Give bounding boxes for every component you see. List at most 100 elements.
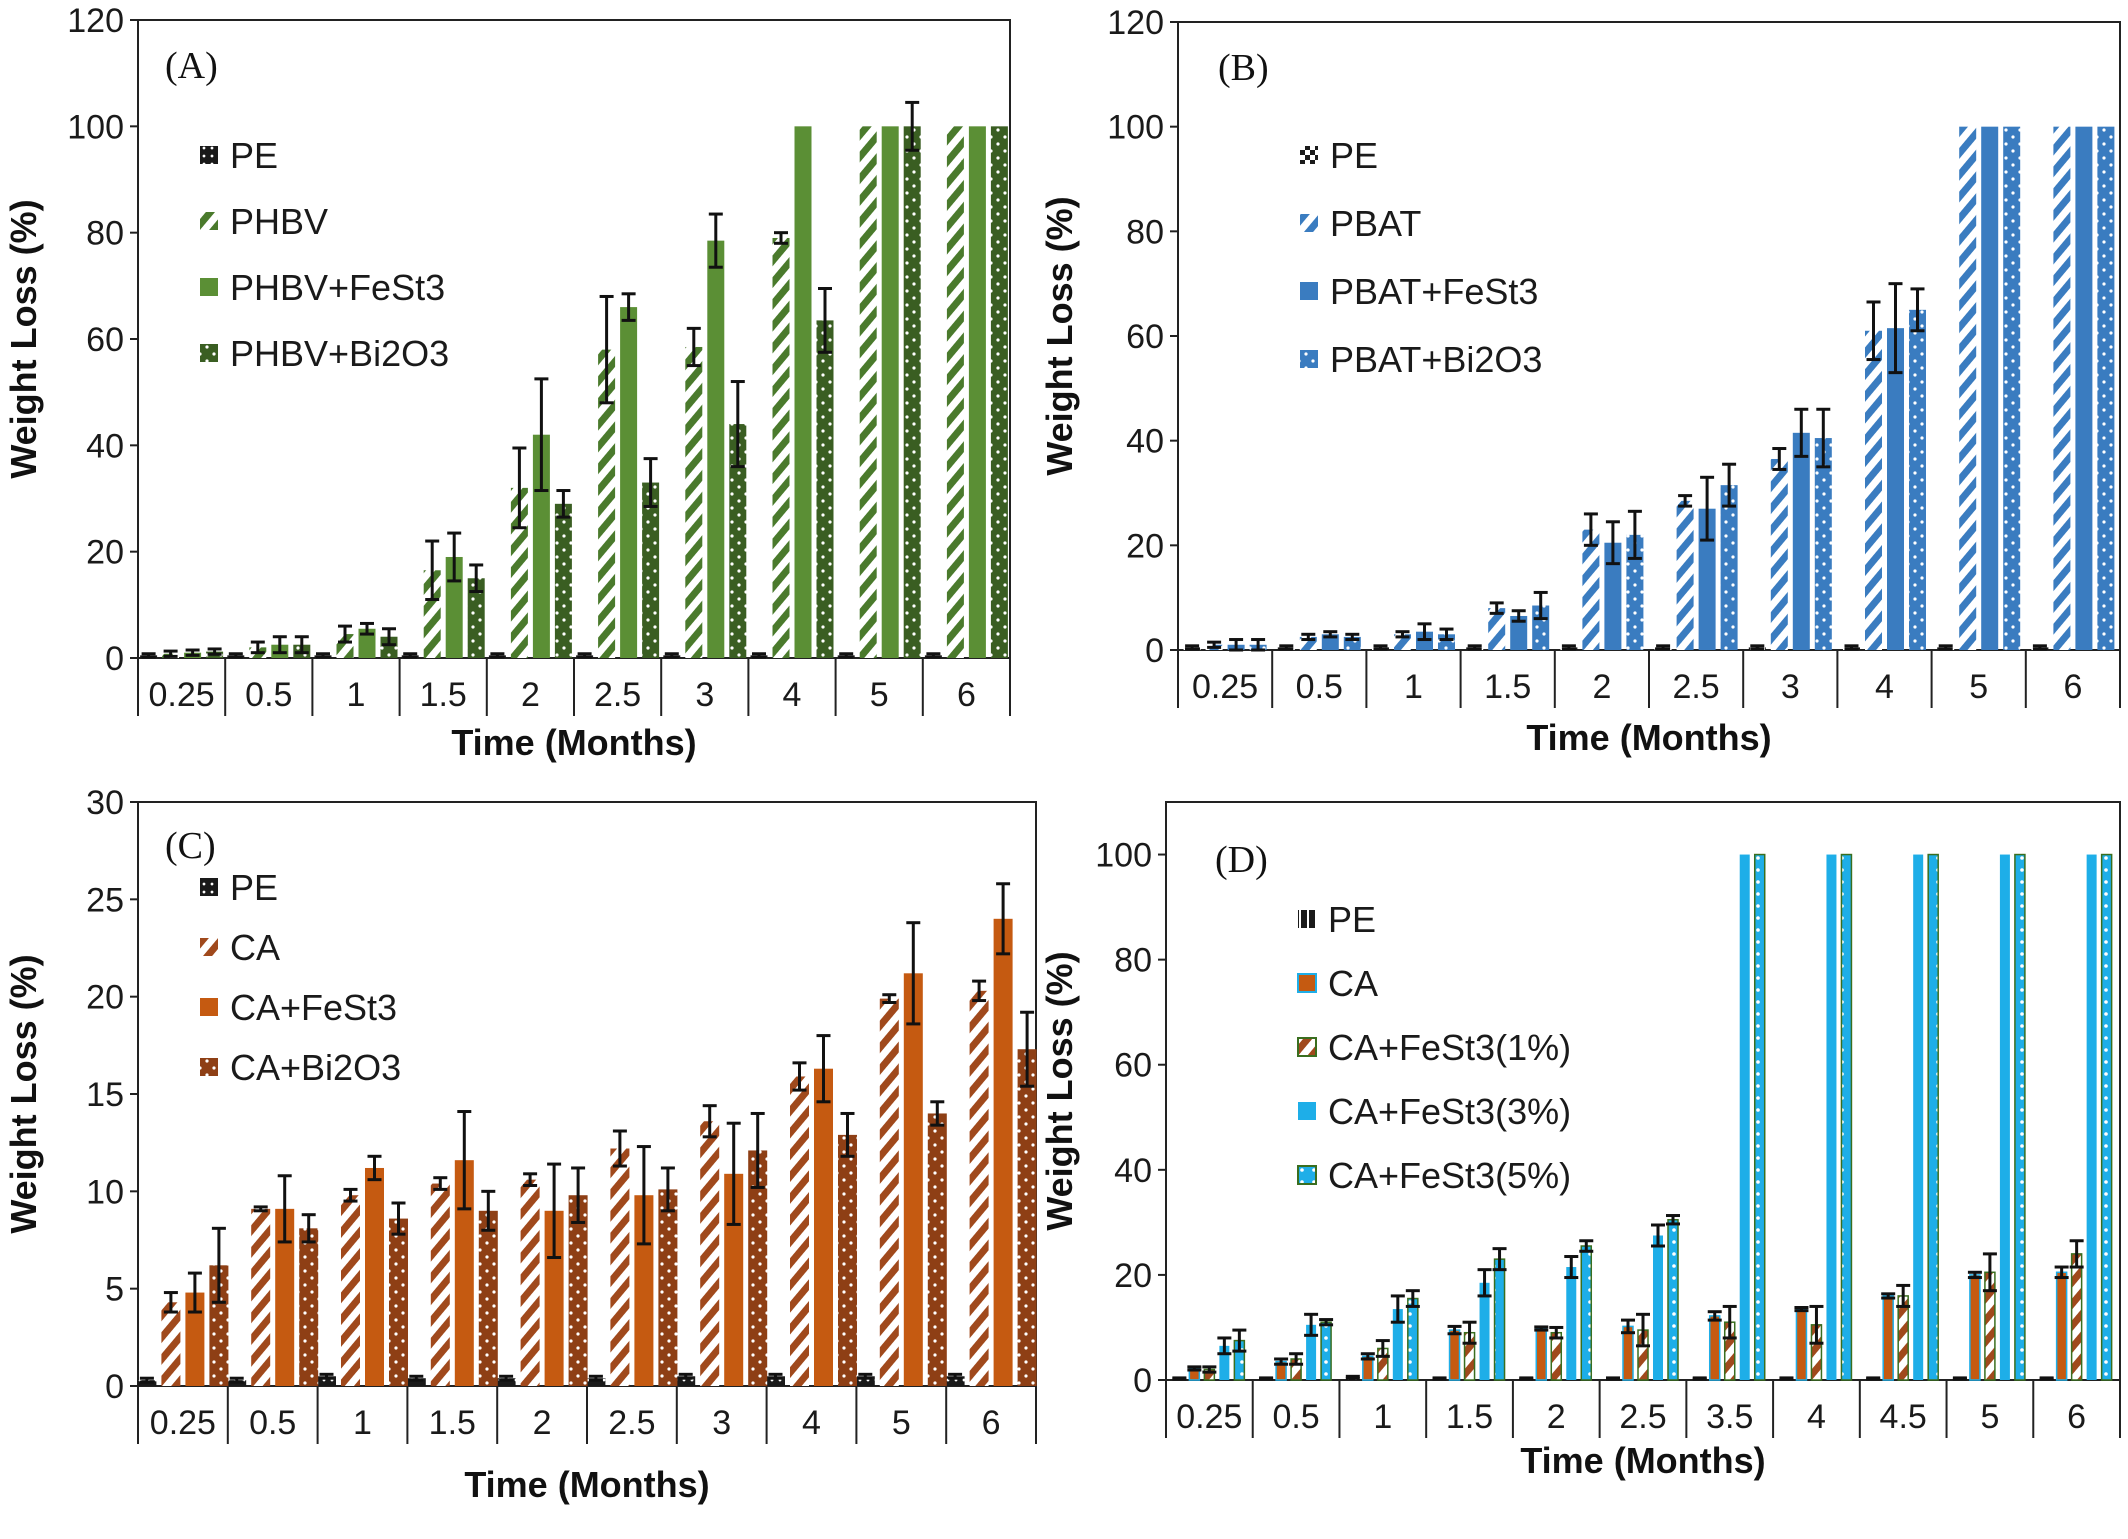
- bar-CA+FeSt3(1%)-2: [1550, 1331, 1563, 1381]
- y-tick-label: 80: [1114, 942, 1152, 980]
- y-tick-label: 60: [1126, 318, 1164, 356]
- bar-PBAT-1.5: [1488, 608, 1506, 650]
- x-tick-label: 3: [695, 676, 714, 714]
- panel-label: (D): [1215, 839, 1268, 881]
- bar-PBAT+FeSt3-4: [1887, 328, 1904, 650]
- bar-PBAT+FeSt3-5: [1981, 126, 1999, 650]
- bar-CA+Bi2O3-0.5: [299, 1228, 319, 1386]
- bar-PHBV+Bi2O3-2: [554, 503, 572, 658]
- x-tick-label: 5: [1969, 668, 1988, 706]
- bar-CA+Bi2O3-4: [838, 1134, 857, 1386]
- legend-entry: PE: [1328, 899, 1376, 940]
- bar-PBAT+FeSt3-6: [2075, 126, 2093, 650]
- y-tick-label: 120: [67, 2, 124, 40]
- bar-PBAT+Bi2O3-4: [1909, 309, 1926, 650]
- bar-CA+FeSt3-4: [814, 1068, 833, 1386]
- bar-CA+FeSt3-0.25: [185, 1292, 205, 1386]
- legend-entry: PHBV+Bi2O3: [230, 333, 449, 374]
- legend-swatch: [1300, 282, 1318, 300]
- bar-CA+Bi2O3-1.5: [478, 1210, 498, 1386]
- x-tick-label: 2: [1592, 668, 1611, 706]
- bar-PHBV-6: [946, 126, 964, 659]
- bar-CA-3: [700, 1121, 720, 1386]
- bar-CA+FeSt3(3%)-5: [1999, 854, 2010, 1380]
- bar-CA+FeSt3(1%)-4.5: [1897, 1295, 1909, 1381]
- bar-PHBV+FeSt3-2.5: [620, 307, 638, 658]
- bar-PBAT+Bi2O3-1.5: [1532, 605, 1550, 650]
- bar-CA-4: [1795, 1308, 1808, 1381]
- legend-entry: PE: [230, 135, 278, 176]
- bar-PBAT-2.5: [1676, 500, 1694, 650]
- x-tick-label: 2.5: [1672, 668, 1719, 706]
- legend-swatch: [200, 938, 218, 956]
- bar-PHBV-3: [685, 346, 703, 658]
- x-tick-label: 0.25: [149, 676, 215, 714]
- x-tick-label: 3: [1781, 668, 1800, 706]
- legend-entry: CA: [230, 927, 280, 968]
- x-tick-label: 0.25: [1176, 1398, 1242, 1436]
- x-tick-label: 4: [1807, 1398, 1826, 1436]
- bar-CA+FeSt3(3%)-3.5: [1739, 854, 1750, 1380]
- bar-CA+FeSt3(3%)-1.5: [1479, 1282, 1490, 1380]
- legend: PE PBAT PBAT+FeSt3 PBAT+Bi2O3: [1300, 135, 1542, 380]
- x-tick-label: 0.5: [249, 1404, 296, 1442]
- bar-CA-0.5: [251, 1208, 271, 1386]
- bar-CA+FeSt3(3%)-1: [1392, 1309, 1403, 1380]
- x-tick-label: 0.25: [150, 1404, 216, 1442]
- y-tick-label: 40: [1114, 1152, 1152, 1190]
- bar-PE-5: [855, 1376, 875, 1386]
- y-tick-label: 60: [1114, 1047, 1152, 1085]
- bar-CA+Bi2O3-2: [568, 1195, 588, 1386]
- bar-PHBV+Bi2O3-4: [816, 320, 834, 658]
- y-tick-label: 80: [1126, 213, 1164, 251]
- x-tick-label: 6: [2063, 668, 2082, 706]
- legend-swatch: [200, 878, 218, 896]
- legend-entry: PBAT: [1330, 203, 1421, 244]
- bar-CA+FeSt3(3%)-0.5: [1306, 1324, 1317, 1380]
- bar-CA+Bi2O3-1: [389, 1218, 408, 1386]
- x-tick-label: 1: [347, 676, 366, 714]
- bar-CA+FeSt3(5%)-5: [2014, 853, 2026, 1381]
- bar-CA+FeSt3-1: [365, 1167, 384, 1386]
- bar-CA+FeSt3(3%)-0.25: [1219, 1345, 1230, 1380]
- bar-PBAT-6: [2053, 126, 2071, 650]
- x-tick-label: 1.5: [1446, 1398, 1493, 1436]
- chart-panel-2: 0 20 40 60 80 100 120 0.25 0.5 1 1.5 2 2.5 3 4 5 6 Time (…: [1039, 4, 2121, 758]
- y-tick-label: 25: [86, 881, 124, 919]
- x-tick-label: 6: [2067, 1398, 2086, 1436]
- y-tick-label: 10: [86, 1173, 124, 1211]
- bar-PBAT+FeSt3-1.5: [1510, 615, 1528, 650]
- bar-PBAT-2: [1582, 529, 1600, 650]
- x-tick-label: 5: [870, 676, 889, 714]
- bar-CA+FeSt3(5%)-0.5: [1320, 1321, 1332, 1381]
- legend-swatch: [200, 278, 218, 296]
- legend-swatch: [1297, 1037, 1317, 1057]
- x-tick-label: 4: [783, 676, 802, 714]
- bar-PBAT+FeSt3-3: [1792, 432, 1810, 650]
- y-tick-label: 15: [86, 1076, 124, 1114]
- panel-label: (B): [1218, 47, 1269, 89]
- bar-CA+FeSt3-3: [724, 1173, 744, 1386]
- bar-PHBV+FeSt3-5: [881, 126, 899, 659]
- y-tick-label: 120: [1107, 4, 1164, 42]
- chart-panel-4: 0 20 40 60 80 100 0.25 0.5 1 1.5 2 2.5 3.5 4 4.5 5 6 Time…: [1039, 801, 2121, 1481]
- bar-PBAT+Bi2O3-6: [2097, 126, 2115, 650]
- bar-PBAT+Bi2O3-2.5: [1720, 485, 1738, 650]
- x-tick-label: 5: [1980, 1398, 1999, 1436]
- bar-PBAT+FeSt3-2: [1604, 542, 1622, 650]
- x-tick-label: 1: [1373, 1398, 1392, 1436]
- bar-PHBV+Bi2O3-1.5: [467, 578, 485, 658]
- legend-swatch: [200, 344, 218, 362]
- bar-CA-4.5: [1882, 1295, 1894, 1381]
- bar-PHBV+Bi2O3-5: [903, 126, 921, 659]
- bar-PHBV-1: [336, 634, 354, 658]
- legend-entry: CA+FeSt3(3%): [1328, 1091, 1571, 1132]
- bar-CA+FeSt3(3%)-4: [1826, 854, 1837, 1380]
- bar-PHBV+FeSt3-3: [707, 240, 725, 658]
- bar-CA+FeSt3-6: [993, 918, 1013, 1386]
- y-tick-label: 40: [1126, 423, 1164, 461]
- bar-PBAT-4: [1865, 330, 1882, 650]
- legend-entry: CA+Bi2O3: [230, 1047, 401, 1088]
- x-tick-label: 0.5: [1272, 1398, 1319, 1436]
- bar-CA+FeSt3(3%)-2: [1566, 1267, 1577, 1380]
